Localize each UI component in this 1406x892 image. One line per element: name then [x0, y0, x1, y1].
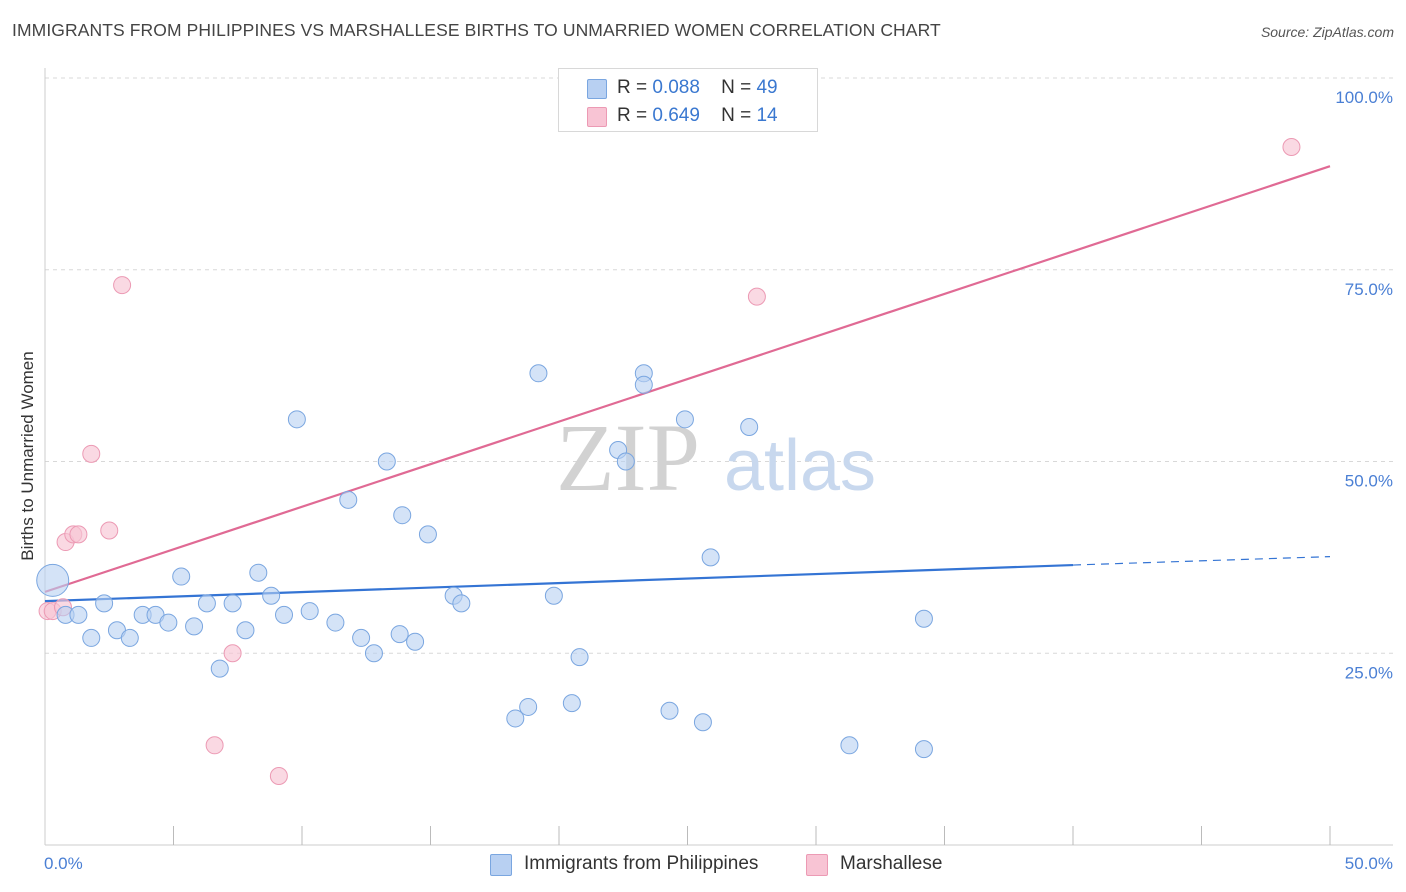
- data-point-philippines: [840, 736, 859, 755]
- watermark-atlas: atlas: [724, 426, 876, 506]
- data-point-marshallese: [269, 766, 288, 785]
- data-point-philippines: [352, 628, 371, 647]
- legend-r-label: R =: [617, 77, 648, 98]
- data-point-philippines: [287, 410, 306, 429]
- data-point-philippines: [159, 613, 178, 632]
- data-point-philippines: [914, 740, 933, 759]
- legend-r-label: R =: [617, 105, 648, 126]
- data-point-philippines: [82, 628, 101, 647]
- data-point-philippines: [519, 697, 538, 716]
- data-point-philippines: [418, 525, 437, 544]
- data-point-philippines: [406, 632, 425, 651]
- legend-n-value: 49: [756, 77, 778, 98]
- legend-r-value: 0.088: [652, 77, 700, 98]
- data-point-philippines: [390, 625, 409, 644]
- data-point-philippines: [660, 701, 679, 720]
- data-point-philippines: [701, 548, 720, 567]
- data-point-philippines: [197, 594, 216, 613]
- correlation-legend: R = 0.088 N = 49 R = 0.649 N = 14: [558, 68, 818, 132]
- legend-swatch-marshallese: [587, 107, 607, 127]
- data-point-philippines: [377, 452, 396, 471]
- data-point-philippines: [452, 594, 471, 613]
- data-point-philippines: [616, 452, 635, 471]
- data-point-philippines: [675, 410, 694, 429]
- y-tick-labels: 25.0% 50.0% 75.0% 100.0%: [1335, 88, 1393, 682]
- data-point-marshallese: [1282, 138, 1301, 157]
- legend-r-value: 0.649: [652, 105, 700, 126]
- data-point-philippines: [172, 567, 191, 586]
- axes: [44, 68, 1393, 846]
- data-point-philippines: [506, 709, 525, 728]
- legend-n-label: N =: [721, 105, 752, 126]
- grid-lines: [45, 77, 1393, 654]
- data-point-philippines: [249, 563, 268, 582]
- data-point-philippines: [236, 621, 255, 640]
- x-tick-label-max: 50.0%: [1345, 854, 1393, 873]
- series-philippines-points: [36, 364, 933, 759]
- data-point-philippines: [693, 713, 712, 732]
- data-point-philippines: [95, 594, 114, 613]
- legend-label-philippines: Immigrants from Philippines: [524, 853, 759, 874]
- y-tick-label: 100.0%: [1335, 88, 1393, 107]
- data-point-philippines: [740, 417, 759, 436]
- data-point-philippines: [69, 605, 88, 624]
- data-point-marshallese: [205, 736, 224, 755]
- legend-n-value: 14: [756, 105, 778, 126]
- legend-swatch-philippines: [587, 79, 607, 99]
- data-point-marshallese: [747, 287, 766, 306]
- data-point-marshallese: [223, 644, 242, 663]
- data-point-philippines: [562, 694, 581, 713]
- data-point-philippines: [36, 563, 70, 597]
- data-point-philippines: [570, 648, 589, 667]
- y-tick-label: 25.0%: [1345, 663, 1393, 682]
- y-tick-label: 75.0%: [1345, 280, 1393, 299]
- data-point-philippines: [210, 659, 229, 678]
- data-point-philippines: [185, 617, 204, 636]
- data-point-marshallese: [113, 276, 132, 295]
- data-point-marshallese: [100, 521, 119, 540]
- x-tick-label-min: 0.0%: [44, 854, 83, 873]
- data-point-philippines: [364, 644, 383, 663]
- data-point-marshallese: [69, 525, 88, 544]
- trend-line-philippines-extension: [1072, 556, 1331, 566]
- legend-swatch-marshallese: [806, 854, 828, 876]
- watermark: ZIP atlas: [556, 404, 876, 511]
- chart-title: IMMIGRANTS FROM PHILIPPINES VS MARSHALLE…: [12, 20, 941, 40]
- legend-label-marshallese: Marshallese: [840, 853, 943, 874]
- data-point-philippines: [120, 628, 139, 647]
- data-point-philippines: [300, 602, 319, 621]
- trend-line-marshallese: [44, 165, 1331, 593]
- trend-lines: [44, 165, 1331, 603]
- y-axis-label: Births to Unmarried Women: [18, 351, 37, 560]
- data-point-philippines: [393, 506, 412, 525]
- trend-line-philippines: [44, 563, 1074, 603]
- data-point-philippines: [223, 594, 242, 613]
- data-point-philippines: [262, 586, 281, 605]
- legend-n-label: N =: [721, 77, 752, 98]
- data-point-philippines: [544, 586, 563, 605]
- data-point-philippines: [914, 609, 933, 628]
- data-point-philippines: [634, 375, 653, 394]
- data-point-philippines: [326, 613, 345, 632]
- data-point-marshallese: [82, 444, 101, 463]
- data-point-philippines: [339, 490, 358, 509]
- legend-swatch-philippines: [490, 854, 512, 876]
- source-label: Source: ZipAtlas.com: [1260, 24, 1394, 40]
- data-point-philippines: [529, 364, 548, 383]
- y-tick-label: 50.0%: [1345, 472, 1393, 491]
- data-point-philippines: [275, 605, 294, 624]
